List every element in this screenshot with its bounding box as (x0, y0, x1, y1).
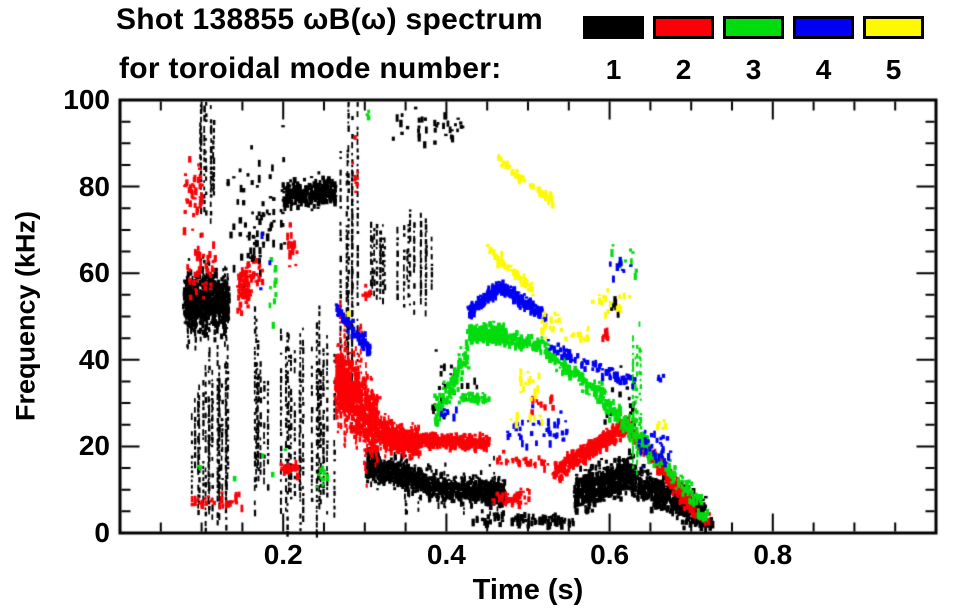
x-tick-label-0.4: 0.4 (426, 539, 466, 570)
legend-label-mode-3: 3 (745, 54, 762, 85)
legend-swatch-mode-2 (653, 16, 714, 39)
plot-subtitle: for toroidal mode number: (119, 52, 502, 85)
legend-label-mode-1: 1 (605, 54, 622, 85)
legend-label-mode-4: 4 (815, 54, 832, 85)
y-axis-title: Frequency (kHz) (10, 210, 41, 422)
legend-label-mode-5: 5 (885, 54, 902, 85)
legend-swatch-mode-4 (793, 16, 854, 39)
legend-label-mode-2: 2 (675, 54, 692, 85)
y-tick-label-100: 100 (63, 84, 110, 115)
x-tick-label-0.6: 0.6 (590, 539, 630, 570)
legend-swatch-mode-3 (723, 16, 784, 39)
y-tick-label-0: 0 (94, 517, 110, 548)
x-tick-label-0.8: 0.8 (753, 539, 793, 570)
y-tick-label-60: 60 (78, 257, 110, 289)
legend-swatch-mode-1 (583, 16, 644, 39)
x-tick-label-0.2: 0.2 (263, 539, 303, 570)
y-tick-label-40: 40 (78, 343, 110, 375)
legend-swatch-mode-5 (863, 16, 924, 39)
y-tick-label-20: 20 (78, 430, 110, 462)
plot-title: Shot 138855 ωB(ω) spectrum (116, 3, 543, 36)
y-tick-label-80: 80 (78, 170, 110, 202)
x-axis-title: Time (s) (472, 574, 584, 606)
